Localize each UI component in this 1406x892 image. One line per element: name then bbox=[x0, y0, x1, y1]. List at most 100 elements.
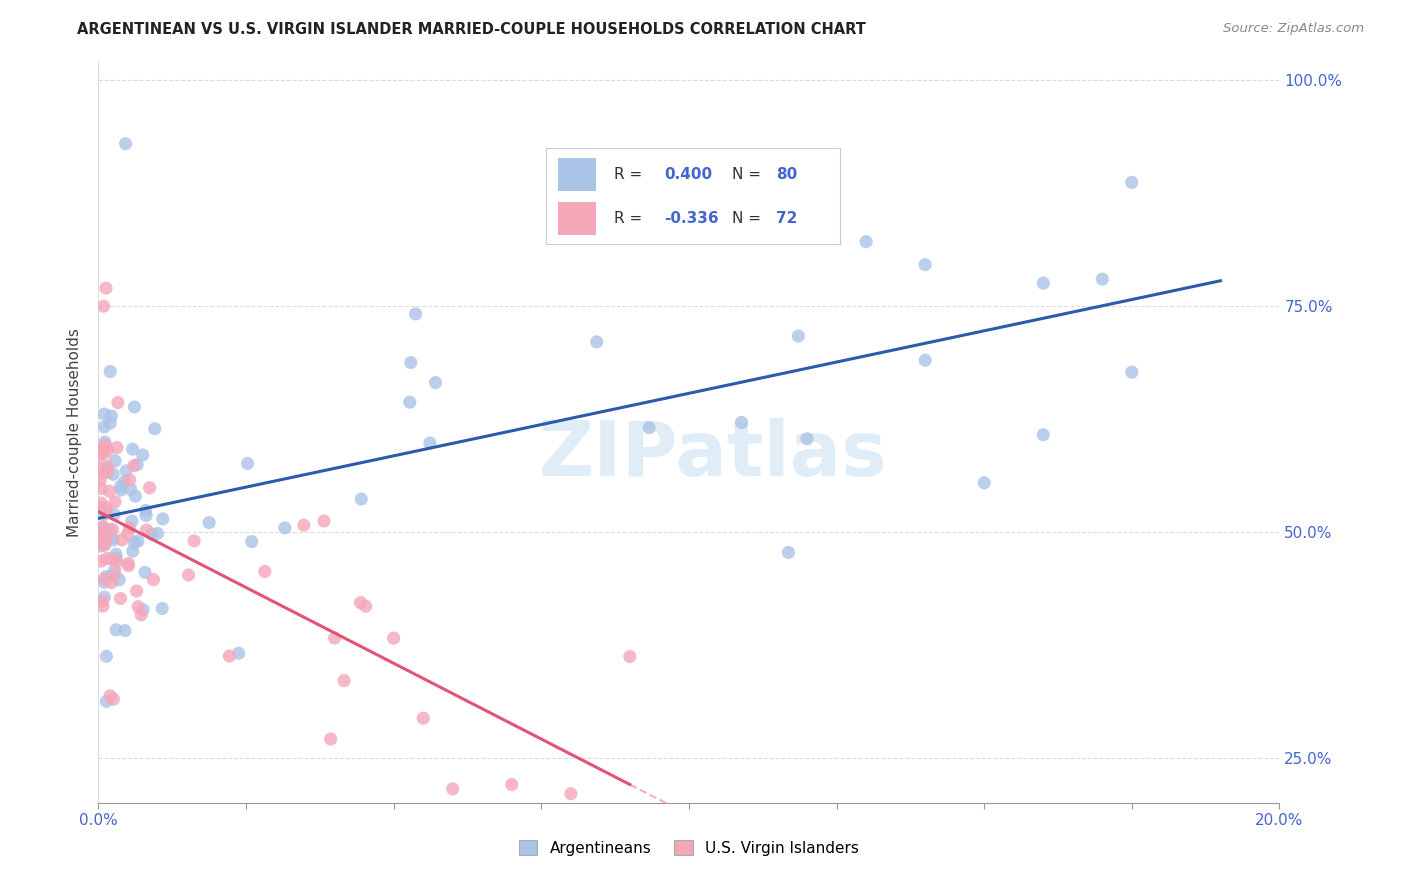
Point bbox=[97, 569, 120, 583]
Point bbox=[104, 454, 127, 468]
Text: 0.400: 0.400 bbox=[664, 167, 711, 182]
Point bbox=[90, 482, 112, 496]
Text: -0.336: -0.336 bbox=[664, 211, 718, 226]
Point bbox=[96, 649, 118, 664]
Point bbox=[105, 441, 128, 455]
Point bbox=[100, 575, 122, 590]
Point bbox=[796, 432, 818, 446]
FancyBboxPatch shape bbox=[558, 158, 596, 191]
Point bbox=[398, 395, 420, 409]
Point bbox=[93, 446, 115, 460]
Point bbox=[104, 563, 127, 577]
Point bbox=[98, 524, 121, 538]
Point bbox=[405, 307, 427, 321]
Point bbox=[93, 538, 115, 552]
Point bbox=[87, 450, 110, 464]
Point bbox=[101, 522, 124, 536]
Point bbox=[98, 484, 121, 499]
Point bbox=[138, 481, 160, 495]
Point bbox=[101, 552, 124, 566]
Point bbox=[114, 475, 136, 489]
Point bbox=[94, 570, 117, 584]
Point bbox=[91, 594, 114, 608]
Point bbox=[399, 355, 422, 369]
Point bbox=[585, 334, 607, 349]
Point bbox=[146, 526, 169, 541]
Point bbox=[105, 555, 128, 569]
Text: 80: 80 bbox=[776, 167, 797, 182]
Point bbox=[638, 420, 661, 434]
Point bbox=[96, 694, 118, 708]
Point bbox=[114, 624, 136, 638]
Point bbox=[183, 533, 205, 548]
Point bbox=[93, 575, 115, 590]
Point bbox=[349, 596, 371, 610]
Point bbox=[218, 648, 240, 663]
Point bbox=[110, 591, 132, 606]
Point bbox=[319, 732, 342, 747]
Point bbox=[274, 521, 297, 535]
Point bbox=[253, 565, 276, 579]
Point bbox=[110, 479, 132, 493]
Point bbox=[132, 603, 155, 617]
Point bbox=[198, 516, 221, 530]
Point bbox=[292, 518, 315, 533]
Text: 72: 72 bbox=[776, 211, 797, 226]
Point bbox=[312, 514, 335, 528]
Point bbox=[93, 442, 115, 456]
Point bbox=[94, 500, 117, 515]
Point bbox=[94, 537, 117, 551]
Point bbox=[93, 407, 115, 421]
Point bbox=[730, 416, 752, 430]
Point bbox=[110, 483, 132, 497]
Point bbox=[228, 646, 250, 660]
Point bbox=[127, 599, 149, 614]
Point bbox=[142, 573, 165, 587]
Point bbox=[150, 601, 173, 615]
Point bbox=[127, 458, 149, 472]
Point bbox=[93, 590, 115, 604]
Point bbox=[135, 523, 157, 537]
Point bbox=[118, 521, 141, 535]
Point bbox=[240, 534, 263, 549]
Point bbox=[93, 420, 115, 434]
Text: N =: N = bbox=[731, 211, 761, 226]
Point bbox=[105, 551, 128, 566]
Point bbox=[117, 558, 139, 573]
Point bbox=[104, 547, 127, 561]
Point bbox=[143, 422, 166, 436]
Point bbox=[94, 435, 117, 450]
Text: N =: N = bbox=[731, 167, 761, 182]
Point bbox=[122, 458, 145, 473]
Point bbox=[108, 573, 131, 587]
Point bbox=[90, 496, 112, 510]
Point bbox=[973, 475, 995, 490]
Text: R =: R = bbox=[614, 167, 643, 182]
Point bbox=[100, 409, 122, 423]
Legend: Argentineans, U.S. Virgin Islanders: Argentineans, U.S. Virgin Islanders bbox=[513, 834, 865, 862]
Point bbox=[1032, 276, 1054, 290]
Point bbox=[93, 299, 115, 313]
Point bbox=[121, 544, 143, 558]
Point bbox=[98, 416, 121, 430]
Point bbox=[93, 521, 115, 535]
Text: ARGENTINEAN VS U.S. VIRGIN ISLANDER MARRIED-COUPLE HOUSEHOLDS CORRELATION CHART: ARGENTINEAN VS U.S. VIRGIN ISLANDER MARR… bbox=[77, 22, 866, 37]
Point bbox=[90, 554, 112, 568]
Point bbox=[134, 566, 156, 580]
Point bbox=[323, 631, 346, 645]
Point bbox=[914, 353, 936, 368]
Point bbox=[105, 623, 128, 637]
Point bbox=[236, 457, 259, 471]
Point bbox=[723, 227, 745, 241]
Point bbox=[354, 599, 377, 614]
Point bbox=[117, 527, 139, 541]
Point bbox=[152, 512, 174, 526]
Point bbox=[121, 442, 143, 457]
Point bbox=[121, 514, 143, 528]
Point bbox=[101, 467, 124, 482]
Point bbox=[118, 473, 141, 487]
FancyBboxPatch shape bbox=[558, 202, 596, 235]
Point bbox=[91, 529, 114, 543]
Point bbox=[107, 395, 129, 409]
Point bbox=[117, 557, 139, 571]
